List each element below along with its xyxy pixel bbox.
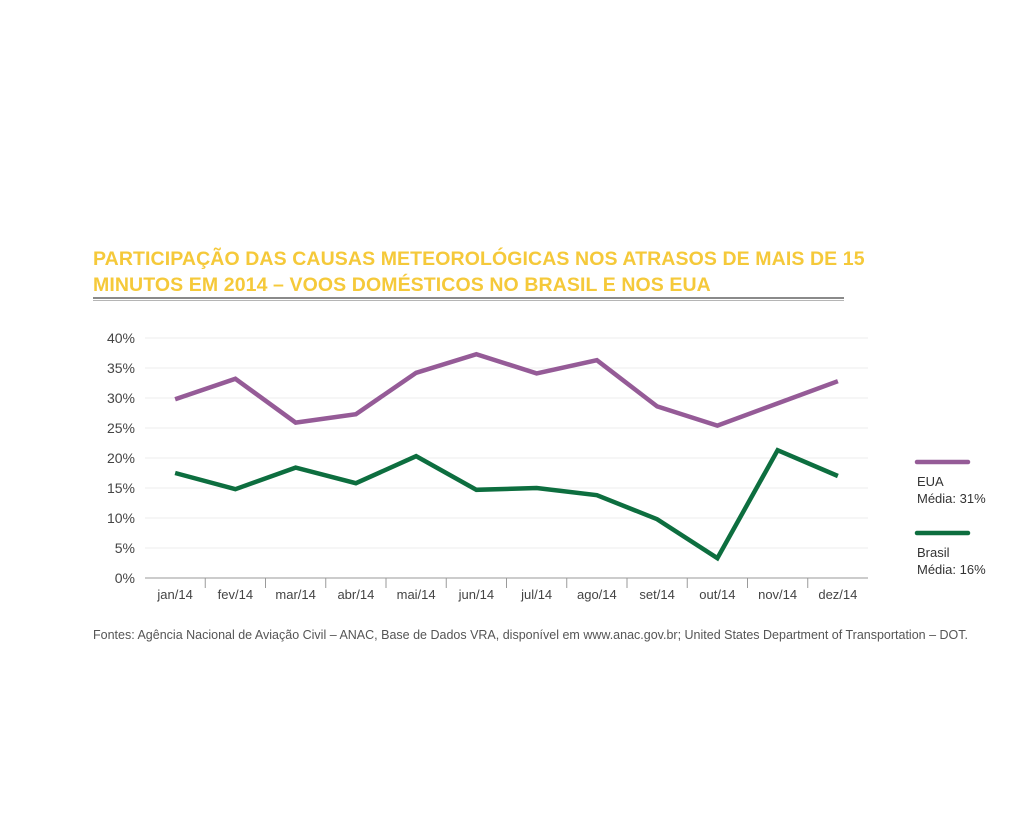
series-line-brasil [174,447,839,562]
x-tick-label: ago/14 [577,587,617,602]
y-tick-label: 20% [107,450,135,466]
x-tick-label: abr/14 [337,587,374,602]
legend-label-brasil: Brasil [917,545,950,560]
x-tick-label: fev/14 [218,587,253,602]
x-tick-label: set/14 [639,587,674,602]
y-tick-label: 10% [107,510,135,526]
series-line-eua [174,351,839,428]
y-tick-label: 0% [115,570,135,586]
title-underline-thin [93,300,844,301]
title-underline [93,297,844,299]
y-tick-label: 25% [107,420,135,436]
source-note: Fontes: Agência Nacional de Aviação Civi… [93,628,968,642]
gridlines [145,337,868,549]
x-tick-label: jul/14 [520,587,552,602]
y-tick-label: 30% [107,390,135,406]
y-axis: 0% 5% 10% 15% 20% 25% 30% 35% 40% [107,330,135,586]
chart-title: PARTICIPAÇÃO DAS CAUSAS METEOROLÓGICAS N… [93,248,865,296]
legend-average-eua: Média: 31% [917,491,986,506]
x-tick-label: mar/14 [275,587,315,602]
x-tick-label: nov/14 [758,587,797,602]
legend-label-eua: EUA [917,474,944,489]
x-tick-label: dez/14 [818,587,857,602]
y-tick-label: 5% [115,540,135,556]
y-tick-label: 40% [107,330,135,346]
x-tick-label: mai/14 [397,587,436,602]
series-lines [174,351,839,562]
x-axis: jan/14 fev/14 mar/14 abr/14 mai/14 jun/14 jul/… [145,577,868,602]
x-tick-label: jun/14 [458,587,494,602]
y-tick-label: 15% [107,480,135,496]
legend: EUA Média: 31% Brasil Média: 16% [914,459,986,577]
legend-average-brasil: Média: 16% [917,562,986,577]
y-tick-label: 35% [107,360,135,376]
x-tick-label: jan/14 [156,587,192,602]
x-tick-label: out/14 [699,587,735,602]
